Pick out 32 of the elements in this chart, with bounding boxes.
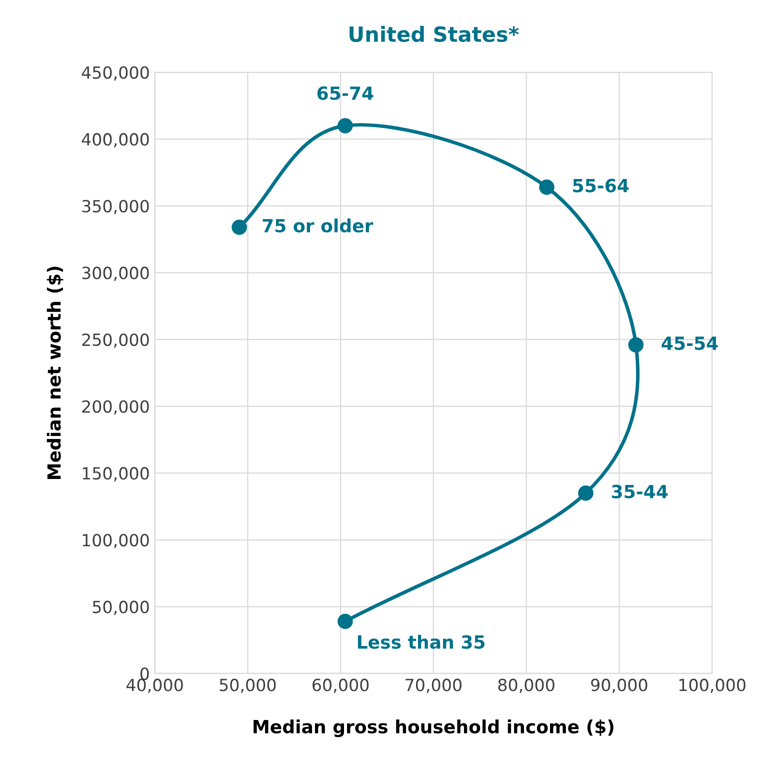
annotation: 75 or older [262,218,374,233]
y-tick-label: 350,000 [82,200,149,214]
y-tick-label: 250,000 [82,333,149,348]
annotation: 55-64 [573,178,629,192]
annotation: 35-44 [612,484,668,498]
x-axis-title: Median gross household income ($) [254,719,614,738]
annotation: Less than 35 [358,634,485,649]
point [628,337,644,352]
y-tick-label: 400,000 [82,133,149,148]
x-tick-label: 50,000 [220,678,276,693]
chart-title: United States* [350,26,519,42]
point [338,118,353,134]
point [578,485,594,501]
y-tick-label: 50,000 [92,600,149,615]
point [232,220,247,235]
x-tick-label: 80,000 [498,678,554,693]
y-tick-label: 300,000 [82,266,149,281]
y-tick-label: 100,000 [82,534,149,548]
x-tick-label: 70,000 [406,678,462,693]
annotation: 45-54 [662,336,718,350]
y-axis-title: Median net worth ($) [46,266,64,479]
point [338,614,353,630]
point [539,180,554,195]
x-tick-label: 100,000 [679,678,746,693]
y-tick-label: 200,000 [82,400,149,415]
y-tick-label: 150,000 [82,467,149,482]
x-tick-label: 40,000 [126,678,183,693]
y-tick-label: 0 [140,667,149,680]
x-tick-label: 60,000 [312,678,369,693]
y-tick-label: 450,000 [82,66,149,81]
x-tick-label: 90,000 [591,678,648,693]
annotation: 65-74 [317,86,374,100]
